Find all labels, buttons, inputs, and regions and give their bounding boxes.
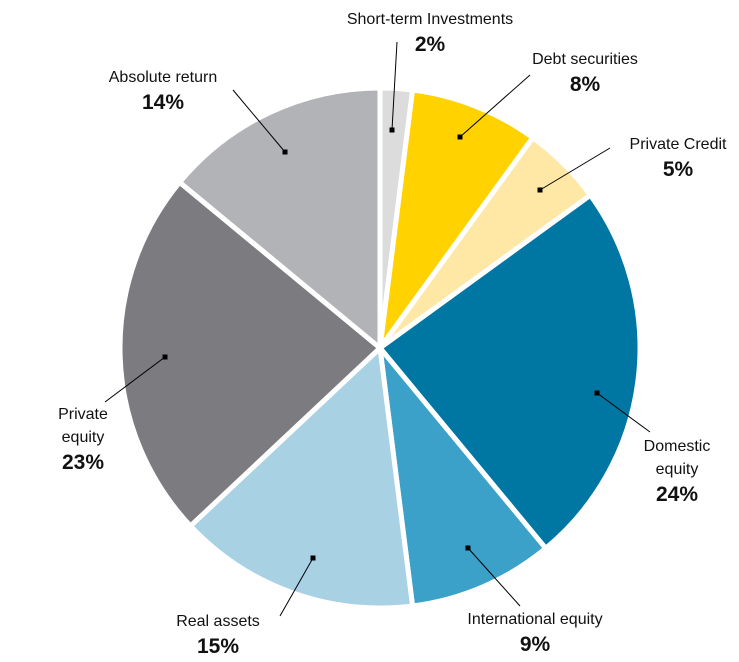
slice-label: International equity 9% — [467, 608, 602, 659]
category-label: Debt securities — [532, 51, 638, 68]
slice-label: Private Credit 5% — [630, 133, 727, 184]
leader-line — [104, 356, 166, 403]
pie-slice — [377, 87, 536, 351]
leader-line — [539, 147, 611, 191]
category-label: Domestic equity — [643, 438, 711, 478]
leader-dot — [162, 354, 168, 360]
value-label: 23% — [61, 451, 105, 474]
value-label: 5% — [662, 158, 694, 181]
value-label: 15% — [196, 635, 240, 658]
leader-line — [596, 392, 651, 433]
slice-label: Debt securities 8% — [532, 48, 638, 99]
slice-label: Private equity 23% — [43, 403, 123, 477]
leader-line — [459, 74, 531, 138]
slice-label: Real assets 15% — [176, 610, 260, 661]
leader-line — [467, 547, 521, 607]
value-label: 8% — [569, 73, 601, 96]
value-label: 14% — [141, 91, 185, 114]
category-label: Absolute return — [108, 69, 218, 86]
slice-label: Domestic equity 24% — [632, 435, 722, 509]
leader-dot — [594, 390, 600, 396]
leader-line — [232, 89, 286, 153]
leader-dot — [465, 545, 471, 551]
category-label: Private Credit — [629, 136, 727, 153]
pie-slice — [377, 192, 643, 551]
slice-label: Short-term Investments 2% — [347, 8, 513, 59]
category-label: Real assets — [176, 613, 260, 630]
slice-label: Absolute return 14% — [109, 66, 218, 117]
pie-slice — [177, 85, 383, 351]
leader-dot — [282, 149, 288, 155]
value-label: 9% — [519, 633, 551, 656]
value-label: 2% — [414, 33, 446, 56]
pie-slice — [187, 345, 416, 611]
leader-dot — [537, 187, 543, 193]
category-label: Private equity — [58, 406, 108, 446]
leader-line — [391, 41, 398, 131]
category-label: International equity — [467, 611, 603, 628]
leader-line — [279, 557, 314, 617]
pie-slice — [117, 179, 383, 529]
leader-dot — [389, 127, 395, 133]
value-label: 24% — [655, 483, 699, 506]
leader-dot — [457, 134, 463, 140]
pie-slice — [377, 345, 549, 609]
category-label: Short-term Investments — [346, 11, 514, 28]
leader-dot — [310, 555, 316, 561]
